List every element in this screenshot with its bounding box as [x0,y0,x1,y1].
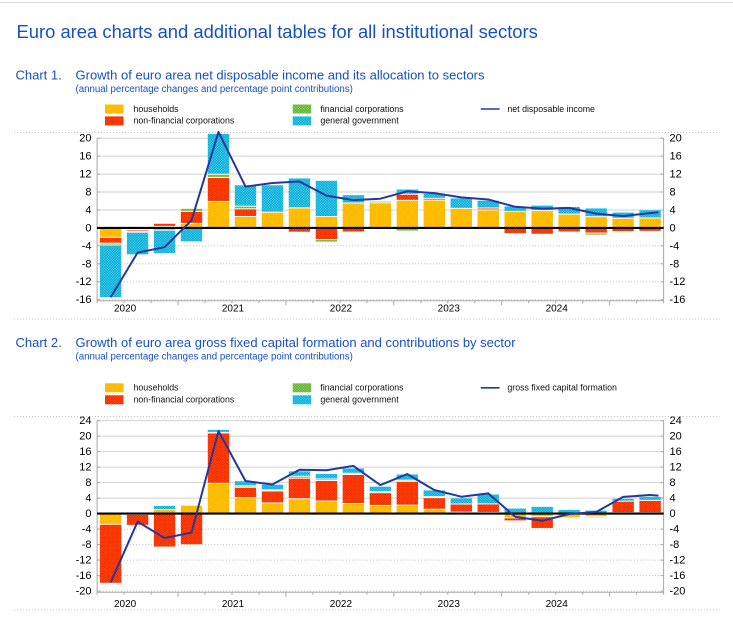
svg-text:Growth of euro area net dispos: Growth of euro area net disposable incom… [76,68,486,83]
svg-text:12: 12 [79,169,91,181]
svg-text:gross fixed capital formation: gross fixed capital formation [507,383,617,393]
svg-text:households: households [134,104,180,114]
svg-text:0: 0 [85,222,91,234]
svg-text:0: 0 [670,222,676,234]
svg-text:-20: -20 [76,586,92,598]
svg-text:-12: -12 [670,276,686,288]
svg-text:24: 24 [670,415,682,427]
svg-text:non-financial corporations: non-financial corporations [134,395,235,405]
svg-text:(annual percentage changes and: (annual percentage changes and percentag… [76,84,353,95]
svg-text:-8: -8 [670,539,680,551]
svg-text:-16: -16 [76,294,92,306]
svg-text:4: 4 [85,493,91,505]
svg-text:8: 8 [670,477,676,489]
svg-text:-4: -4 [670,240,680,252]
svg-text:20: 20 [79,431,91,443]
svg-text:2023: 2023 [438,303,461,314]
svg-text:16: 16 [670,151,682,163]
svg-text:24: 24 [79,415,91,427]
svg-text:(annual percentage changes and: (annual percentage changes and percentag… [76,352,353,363]
svg-text:financial corporations: financial corporations [320,104,404,114]
svg-text:12: 12 [670,462,682,474]
svg-text:12: 12 [79,462,91,474]
svg-text:Chart 1.: Chart 1. [16,68,62,83]
svg-text:20: 20 [670,133,682,145]
svg-text:0: 0 [85,508,91,520]
svg-text:2024: 2024 [546,303,569,314]
svg-text:4: 4 [85,205,91,217]
svg-text:-12: -12 [670,555,686,567]
svg-text:0: 0 [670,508,676,520]
svg-text:-8: -8 [82,258,92,270]
svg-text:-16: -16 [670,570,686,582]
svg-text:-16: -16 [76,570,92,582]
svg-text:2024: 2024 [546,599,569,610]
svg-text:2020: 2020 [114,303,137,314]
svg-text:2021: 2021 [222,303,245,314]
svg-text:Chart 2.: Chart 2. [16,335,62,350]
svg-text:general government: general government [320,116,399,126]
svg-text:-4: -4 [670,524,680,536]
svg-text:2020: 2020 [114,599,137,610]
svg-text:2022: 2022 [330,599,353,610]
svg-text:-20: -20 [670,586,686,598]
svg-text:net disposable income: net disposable income [507,104,595,114]
svg-text:2023: 2023 [438,599,461,610]
svg-text:20: 20 [670,431,682,443]
svg-text:-8: -8 [670,258,680,270]
svg-text:12: 12 [670,169,682,181]
svg-text:Euro area charts and additiona: Euro area charts and additional tables f… [17,21,538,42]
svg-text:20: 20 [79,133,91,145]
svg-text:4: 4 [670,205,676,217]
svg-text:households: households [134,383,180,393]
svg-text:-4: -4 [82,524,92,536]
svg-text:financial corporations: financial corporations [320,383,404,393]
svg-text:Growth of euro area gross fixe: Growth of euro area gross fixed capital … [76,335,517,350]
svg-text:8: 8 [85,187,91,199]
svg-text:2022: 2022 [330,303,353,314]
svg-text:-8: -8 [82,539,92,551]
svg-text:16: 16 [670,446,682,458]
svg-text:8: 8 [670,187,676,199]
svg-text:8: 8 [85,477,91,489]
svg-text:16: 16 [79,151,91,163]
svg-text:-4: -4 [82,240,92,252]
svg-text:-12: -12 [76,555,92,567]
svg-text:16: 16 [79,446,91,458]
svg-text:4: 4 [670,493,676,505]
svg-text:-12: -12 [76,276,92,288]
svg-text:2021: 2021 [222,599,245,610]
svg-text:non-financial corporations: non-financial corporations [134,116,235,126]
svg-text:general government: general government [320,395,399,405]
svg-text:-16: -16 [670,294,686,306]
